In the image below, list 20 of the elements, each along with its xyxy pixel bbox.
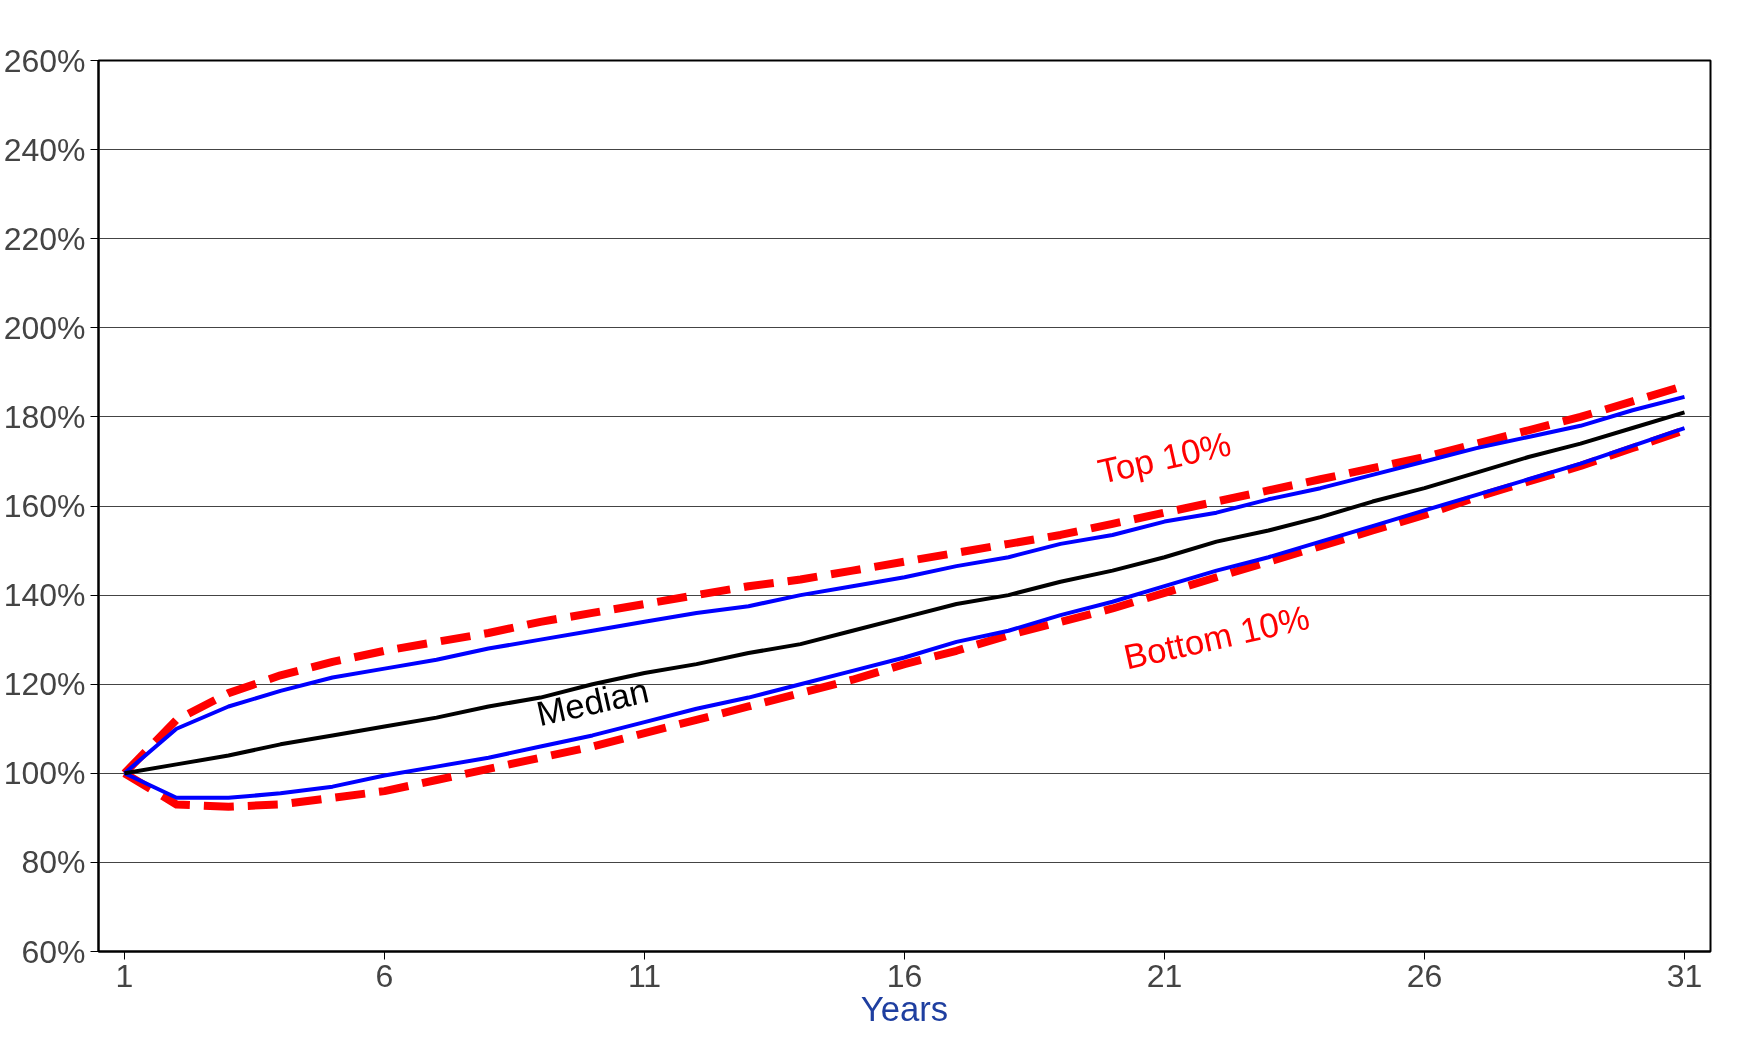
y-tick-label: 180% — [3, 398, 86, 435]
y-tick-label: 140% — [3, 577, 86, 614]
x-tick-label: 11 — [627, 957, 662, 994]
y-tick-label: 220% — [3, 220, 86, 257]
y-tick-label: 60% — [21, 933, 86, 970]
y-tick-label: 260% — [3, 42, 86, 79]
text: Top 10% — [1094, 424, 1235, 491]
x-tick-label: 6 — [375, 957, 394, 994]
y-tick-label: 120% — [3, 666, 86, 703]
x-tick-label: 1 — [115, 957, 134, 994]
y-tick-label: 200% — [3, 309, 86, 346]
y-tick-label: 240% — [3, 131, 86, 168]
text: Median — [532, 671, 653, 734]
x-tick-label: 21 — [1146, 957, 1183, 994]
y-tick-label: 160% — [3, 488, 86, 524]
x-tick-label: 26 — [1406, 957, 1443, 994]
text: Bottom 10% — [1120, 598, 1313, 677]
y-tick-label: 80% — [21, 844, 86, 881]
y-tick-label: 100% — [3, 755, 86, 792]
x-tick-label: 31 — [1666, 957, 1703, 994]
